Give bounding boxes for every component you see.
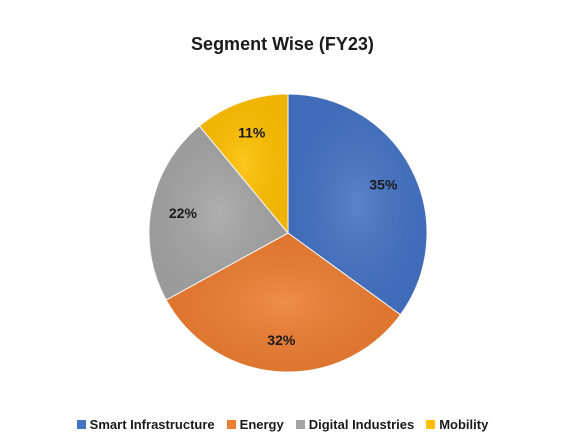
pie-slice-shading (166, 233, 401, 372)
legend-swatch (295, 420, 305, 429)
legend-item-digital-industries: Digital Industries (295, 417, 415, 432)
legend-label: Mobility (439, 417, 489, 432)
slice-data-label: 11% (238, 124, 266, 140)
legend-label: Energy (239, 417, 284, 432)
legend-item-mobility: Mobility (426, 417, 488, 432)
legend-label: Smart Infrastructure (89, 417, 215, 432)
legend-swatch (226, 420, 236, 429)
legend-label: Digital Industries (308, 417, 415, 432)
chart-legend: Smart Infrastructure Energy Digital Indu… (0, 417, 565, 432)
legend-swatch (426, 420, 436, 429)
legend-swatch (76, 420, 86, 429)
legend-item-energy: Energy (226, 417, 284, 432)
pie-slice-shading (149, 125, 288, 300)
pie-slice-shading (288, 94, 427, 315)
slice-data-label: 35% (369, 176, 398, 192)
pie-slice-shading (199, 94, 288, 233)
slice-data-label: 32% (267, 332, 296, 348)
legend-item-smart-infrastructure: Smart Infrastructure (76, 417, 215, 432)
chart-title: Segment Wise (FY23) (191, 34, 374, 54)
slice-data-label: 22% (169, 205, 198, 221)
